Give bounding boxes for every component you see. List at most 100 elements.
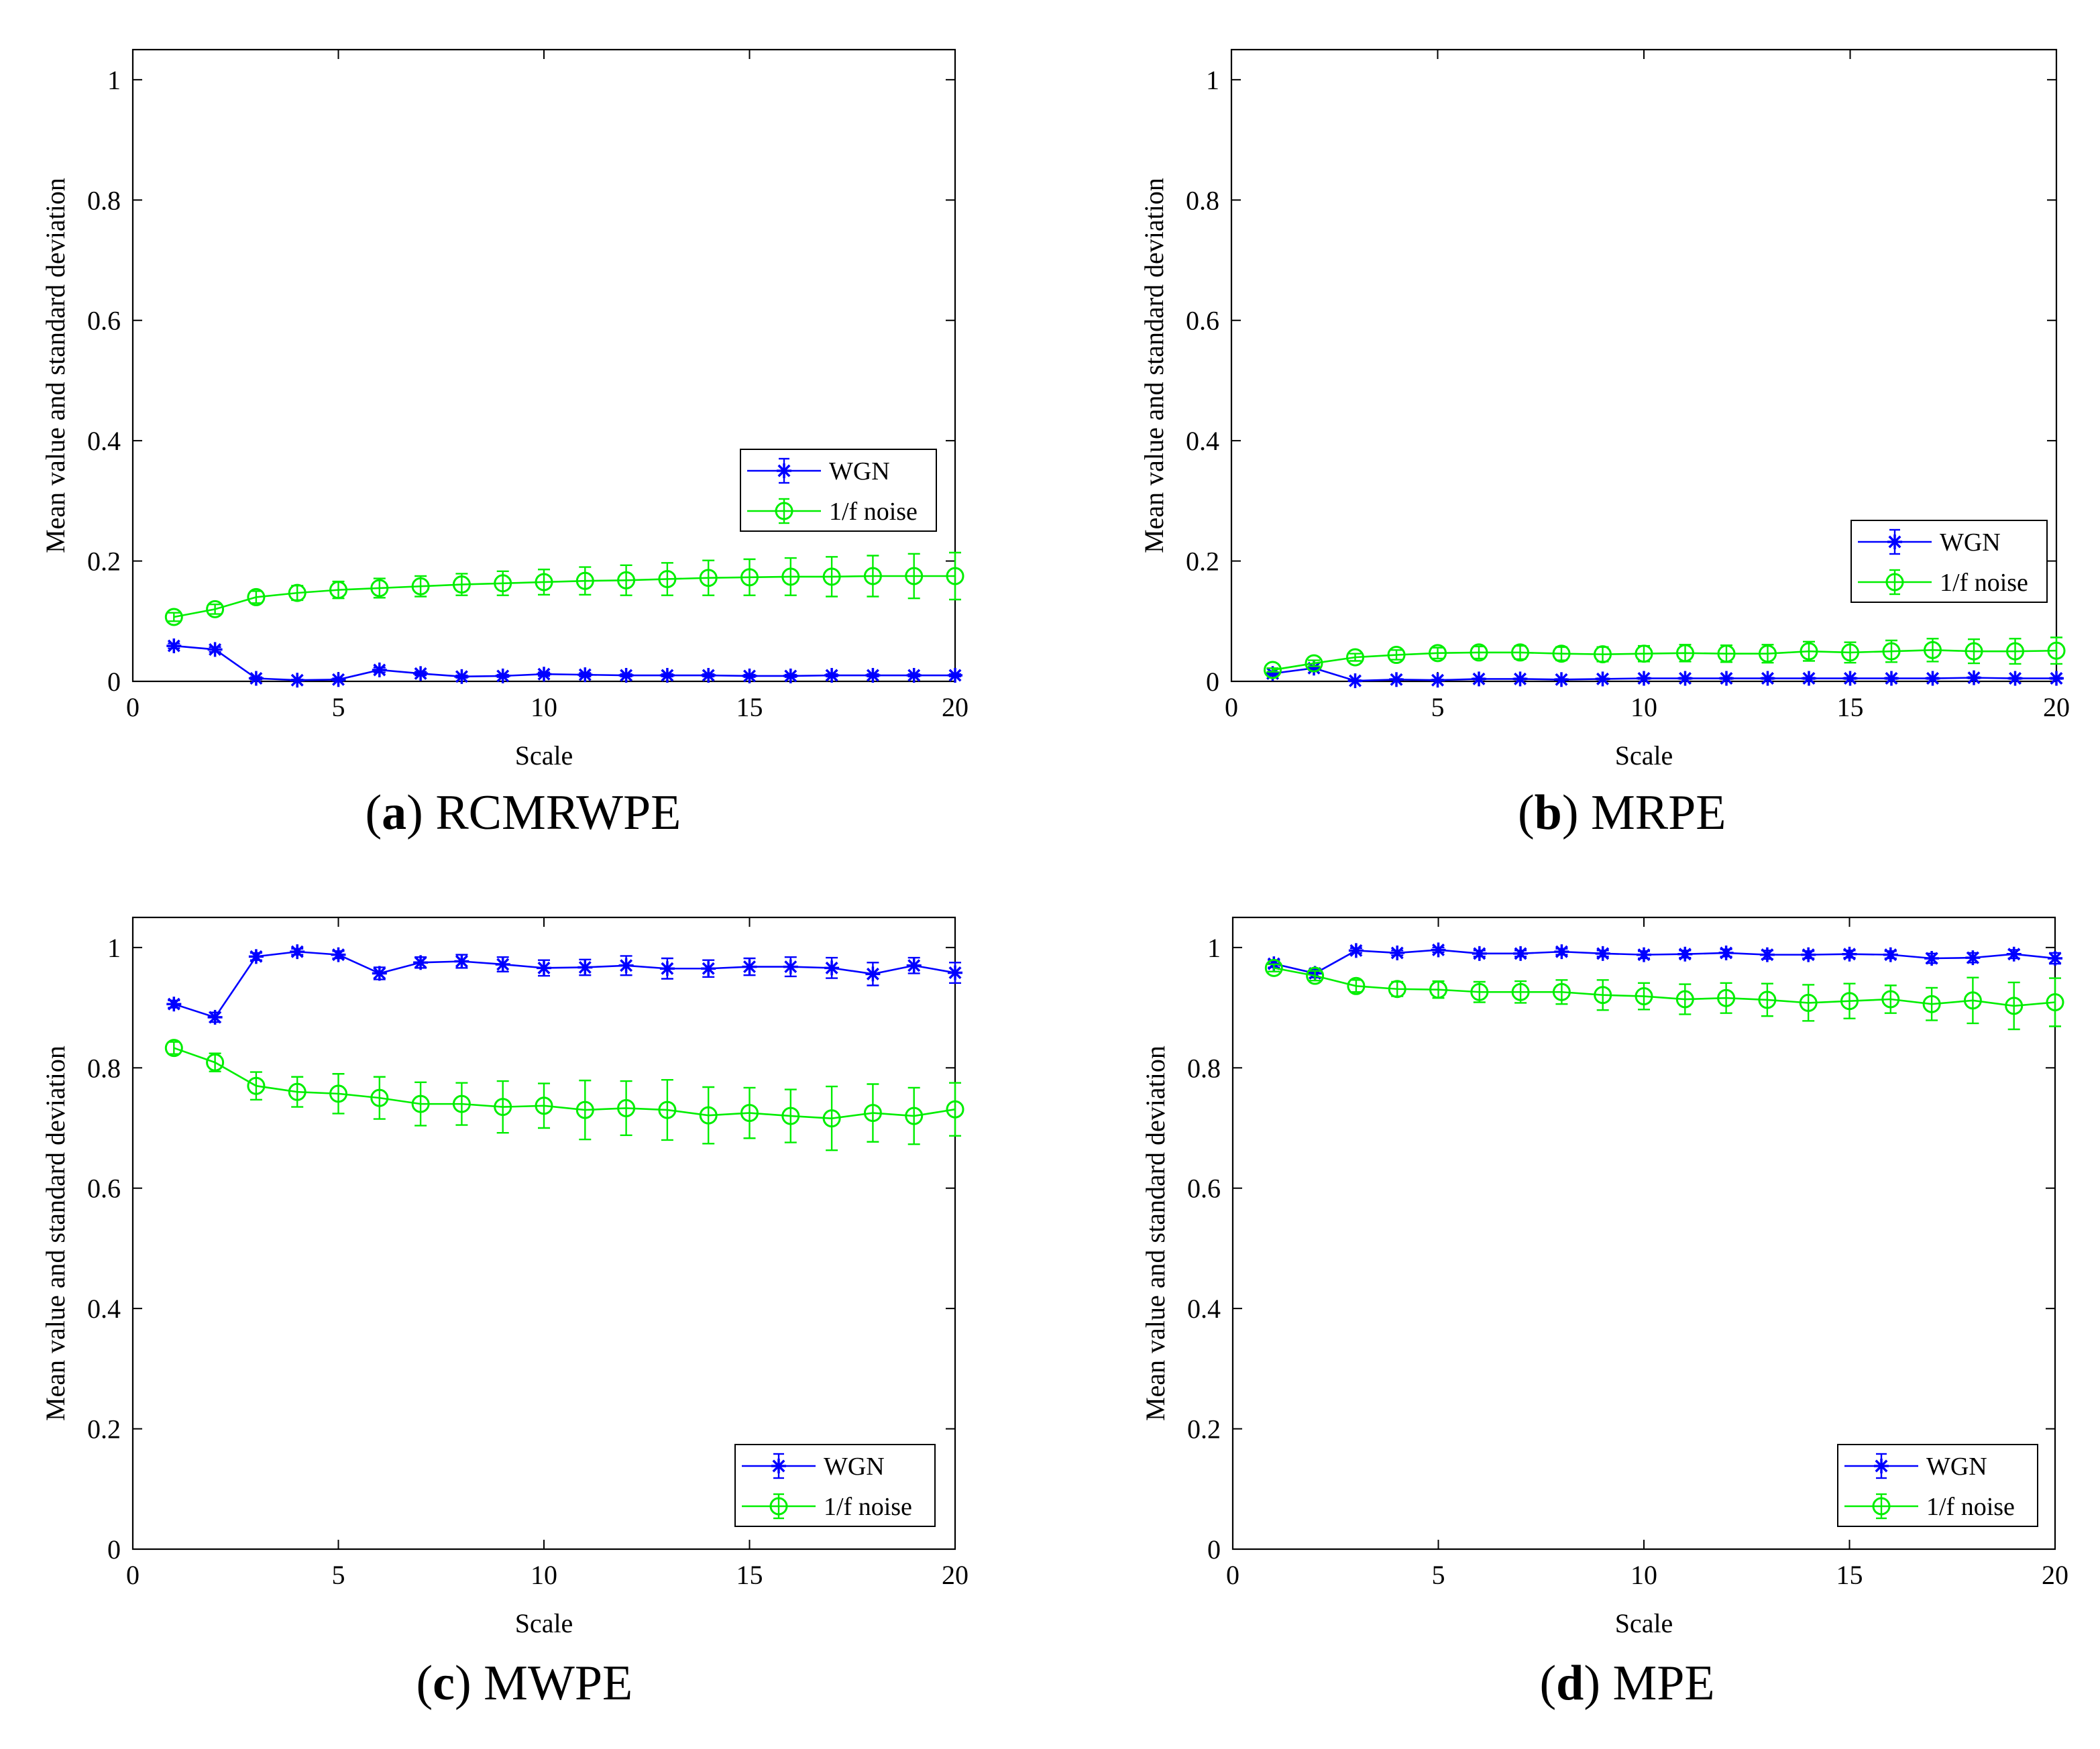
legend: WGN 1/f noise [740, 449, 937, 532]
error-bar [415, 575, 427, 598]
data-point [1922, 995, 1941, 1013]
error-bar [1802, 984, 1815, 1022]
x-axis-label: Scale [515, 1608, 573, 1638]
y-tick-label: 0.6 [1186, 306, 1219, 336]
data-point [1346, 648, 1364, 667]
data-point [535, 1096, 553, 1115]
data-point [206, 600, 225, 618]
series-line [1274, 967, 2056, 1007]
caption-name: MWPE [484, 1656, 633, 1711]
y-tick-label: 0.8 [87, 1053, 121, 1083]
data-point [1842, 671, 1858, 686]
series-one-over-f-noise [1264, 958, 2064, 1031]
data-point [575, 571, 594, 590]
data-point [290, 673, 305, 688]
panel-caption: (a) RCMRWPE [365, 785, 681, 840]
legend-box [740, 449, 937, 532]
x-tick-label: 0 [1225, 692, 1238, 722]
y-tick-label: 0 [107, 1534, 121, 1565]
data-point [1924, 951, 1940, 966]
data-point [247, 587, 266, 606]
error-bar [867, 1083, 879, 1143]
data-point [1305, 654, 1323, 673]
data-point [288, 1082, 307, 1101]
data-point [699, 569, 718, 587]
y-tick-label: 0.4 [87, 1294, 121, 1324]
data-point [577, 960, 593, 975]
data-point [658, 569, 677, 588]
y-tick-label: 0.6 [87, 1174, 121, 1204]
data-point [1512, 671, 1528, 687]
data-point [618, 668, 634, 683]
data-point [1513, 946, 1529, 961]
x-tick-label: 0 [1226, 1560, 1239, 1590]
data-point [740, 1104, 759, 1123]
panel-caption: (d) MPE [1539, 1656, 1715, 1711]
legend-marker [775, 502, 793, 520]
y-tick-label: 0.8 [87, 185, 121, 215]
data-point [1554, 672, 1569, 687]
data-point [164, 608, 183, 626]
data-point [1552, 982, 1571, 1001]
data-point [1429, 644, 1447, 663]
data-point [535, 573, 553, 591]
error-bar [1926, 986, 1938, 1021]
x-tick-label: 5 [1431, 692, 1445, 722]
data-point [824, 960, 840, 976]
x-tick-label: 0 [126, 692, 140, 722]
y-tick-label: 1 [107, 65, 121, 95]
y-tick-label: 0.2 [87, 1414, 121, 1445]
error-bar [1761, 982, 1773, 1017]
data-point [946, 567, 964, 585]
data-point [946, 1100, 964, 1119]
legend-label: WGN [824, 1453, 885, 1481]
data-point [413, 955, 429, 970]
error-bar [2049, 977, 2061, 1027]
error-bar [702, 1086, 715, 1145]
data-point [1842, 946, 1857, 962]
data-point [1511, 643, 1529, 662]
data-point [413, 666, 429, 681]
y-tick-label: 0.2 [1186, 547, 1219, 577]
data-point [906, 668, 922, 683]
legend-label: WGN [1926, 1453, 1987, 1481]
data-point [1676, 644, 1694, 663]
data-point [1965, 950, 1981, 966]
x-tick-label: 0 [126, 1560, 140, 1590]
series-wgn [166, 944, 962, 1025]
data-point [537, 667, 551, 682]
error-bar [1266, 667, 1279, 673]
error-bar [332, 1073, 345, 1115]
series-line [1272, 649, 2057, 671]
data-point [948, 965, 962, 980]
error-bar [949, 1082, 961, 1137]
error-bar [1431, 646, 1444, 660]
chart-panel-b: 0 5 10 15 20 0 0.2 0.4 0.6 0.8 1 Scale Mean value an… [1139, 48, 2070, 771]
y-axis-label: Mean value and standard deviation [40, 1046, 70, 1421]
data-point [865, 966, 881, 982]
data-point [824, 668, 840, 683]
error-bar [743, 558, 756, 596]
data-point [1470, 643, 1488, 662]
error-bar [620, 1080, 632, 1136]
data-point [783, 668, 798, 683]
error-bar [743, 1086, 756, 1139]
error-bar [291, 1076, 304, 1108]
chart-panel-d: 0 5 10 15 20 0 0.2 0.4 0.6 0.8 1 Scale Mean value an… [1140, 916, 2068, 1638]
data-point [1884, 671, 1899, 686]
data-point [1306, 966, 1325, 985]
data-point [370, 579, 389, 598]
error-bar [373, 577, 386, 599]
data-point [495, 956, 510, 972]
data-point [2046, 993, 2064, 1011]
series-one-over-f-noise [1264, 636, 2066, 679]
data-point [1554, 944, 1569, 960]
data-point [372, 662, 387, 677]
data-point [1264, 661, 1282, 679]
data-point [166, 638, 182, 654]
data-point [411, 1094, 430, 1113]
data-point [617, 1098, 636, 1117]
data-point [248, 671, 264, 686]
data-point [1759, 644, 1777, 663]
y-tick-label: 0.8 [1186, 185, 1219, 215]
